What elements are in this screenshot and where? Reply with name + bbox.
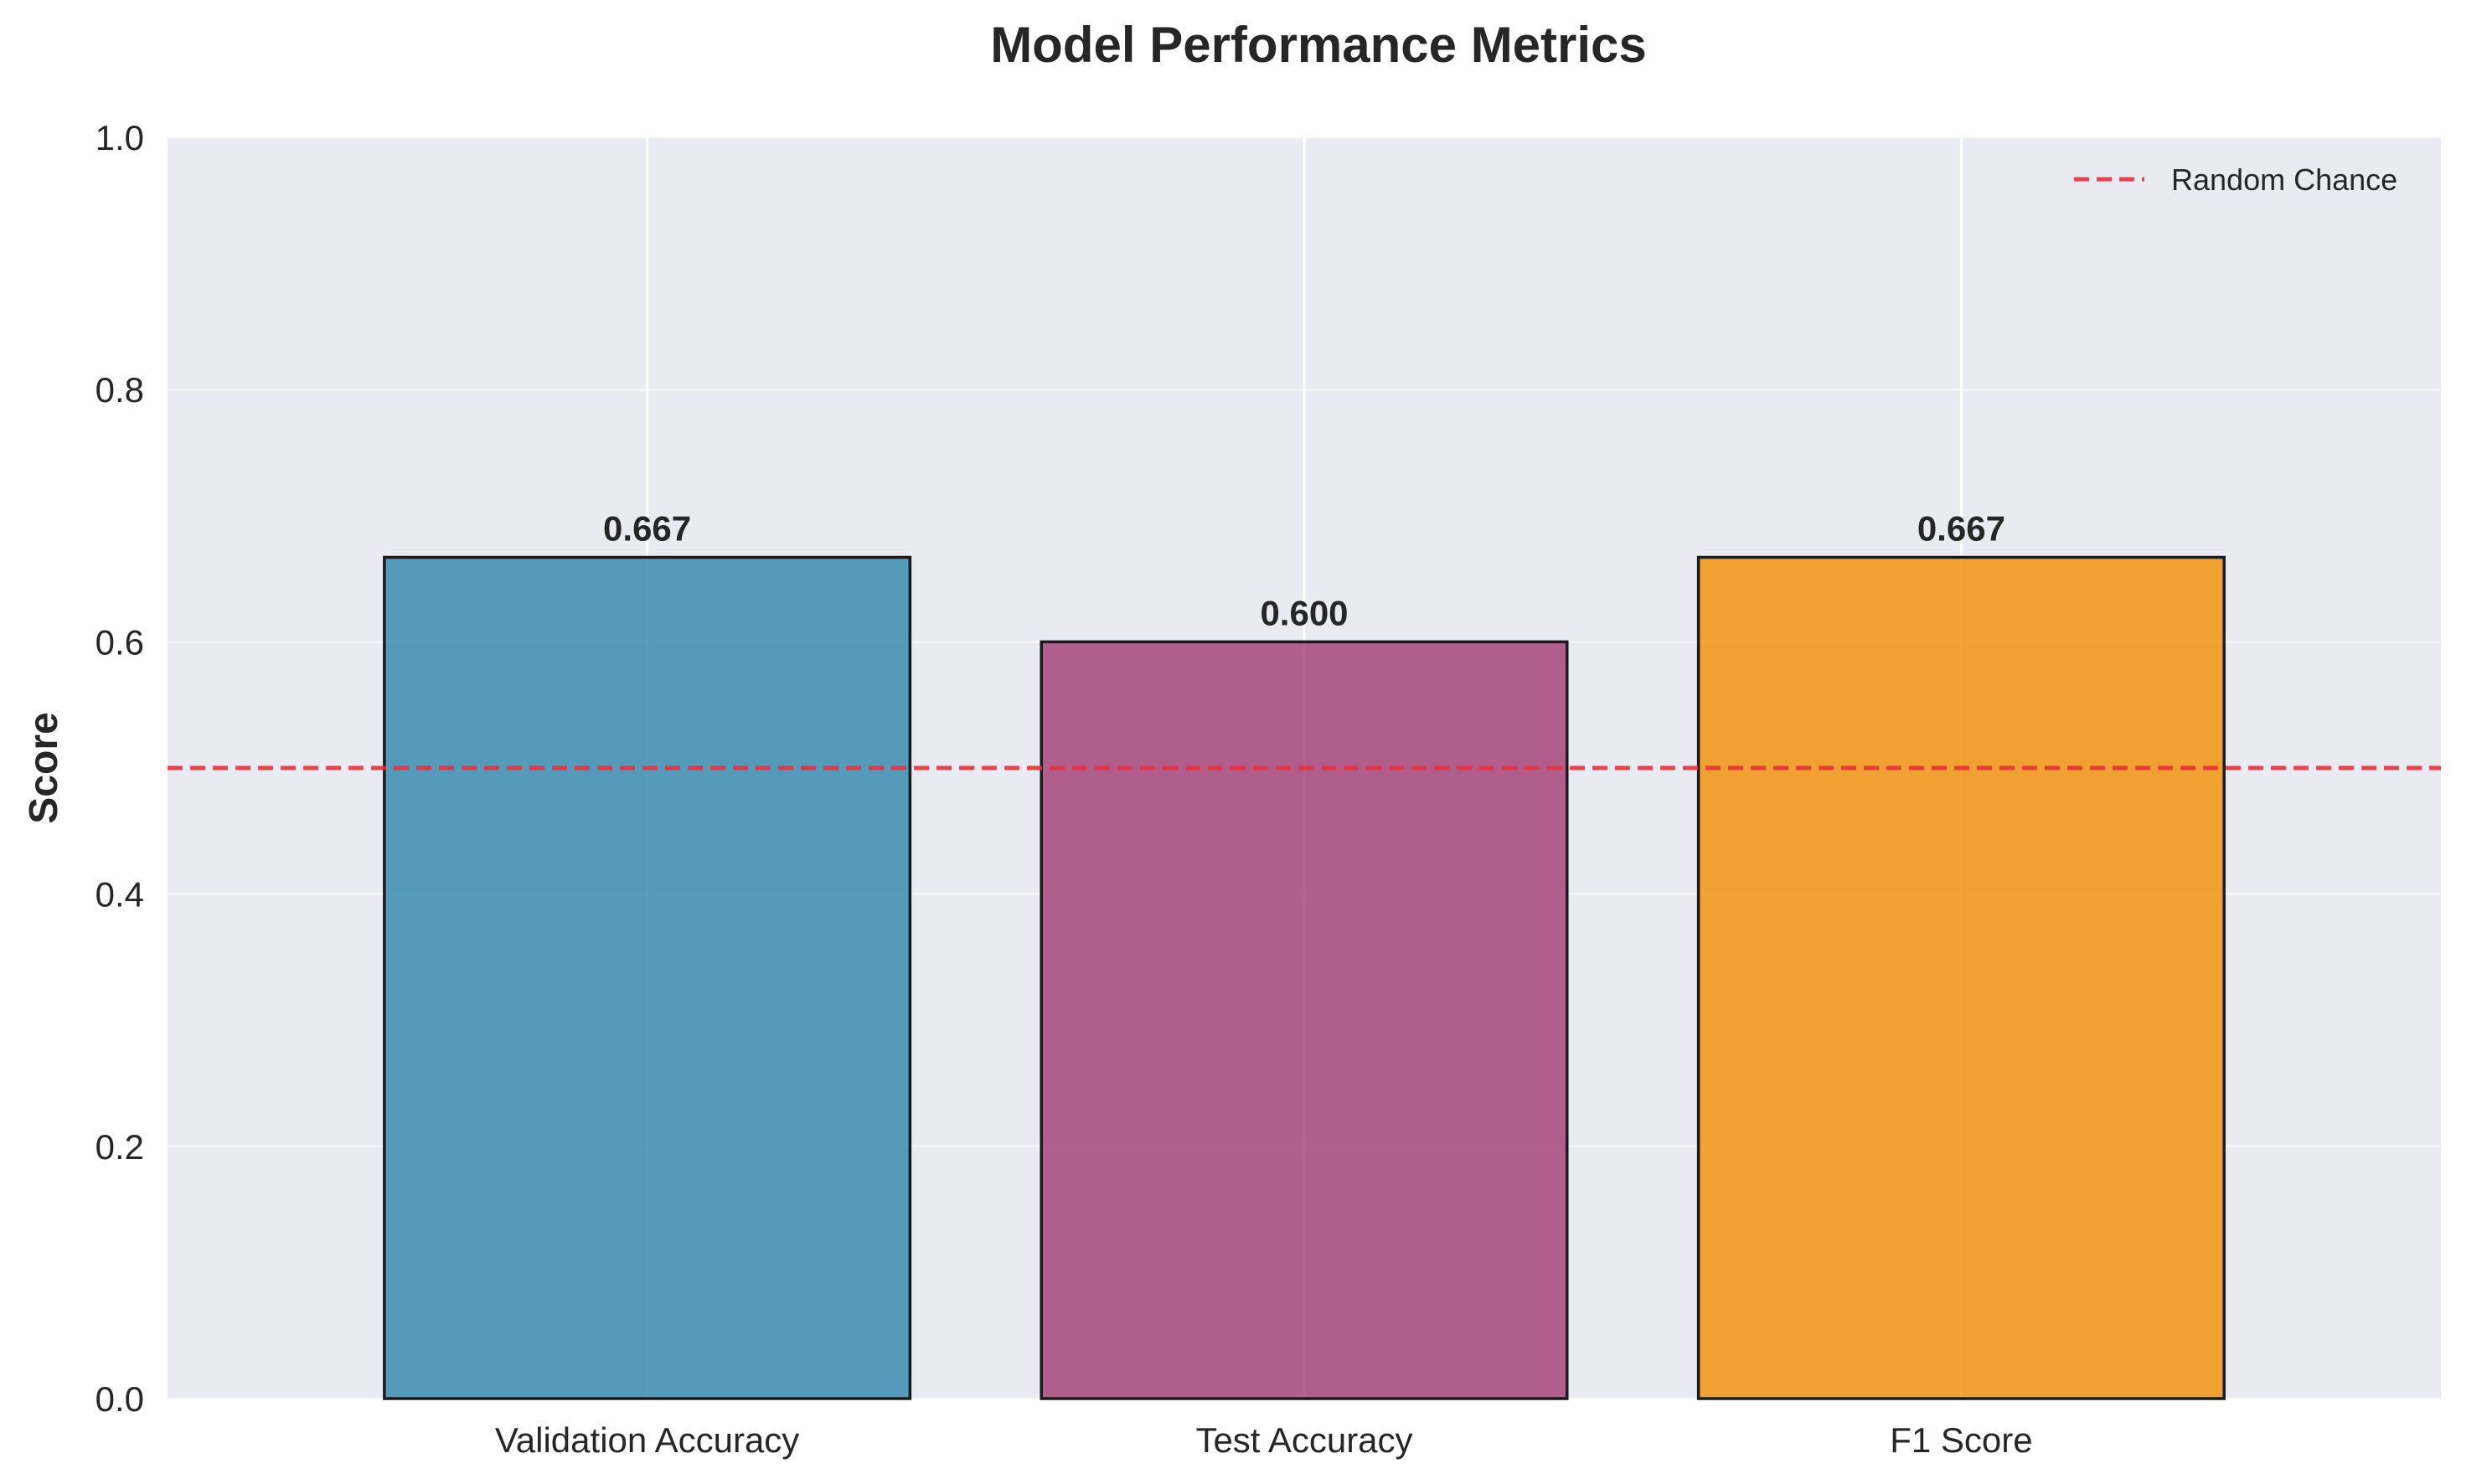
y-tick-label-4: 0.8	[95, 370, 144, 410]
x-axis-ticks: Validation Accuracy Test Accuracy F1 Score	[495, 1420, 2033, 1460]
value-label-2: 0.667	[1917, 508, 2005, 548]
value-label-0: 0.667	[603, 508, 691, 548]
y-axis-ticks: 0.0 0.2 0.4 0.6 0.8 1.0	[95, 118, 144, 1419]
x-tick-label-2: F1 Score	[1890, 1420, 2032, 1460]
legend: Random Chance	[2074, 162, 2397, 197]
y-tick-label-2: 0.4	[95, 875, 144, 915]
x-tick-label-0: Validation Accuracy	[495, 1420, 799, 1460]
bar-2	[1696, 555, 2226, 1400]
chart-title: Model Performance Metrics	[990, 17, 1647, 73]
bar-0	[383, 555, 912, 1400]
x-tick-label-1: Test Accuracy	[1195, 1420, 1412, 1460]
bar-1	[1040, 640, 1569, 1400]
y-tick-label-3: 0.6	[95, 622, 144, 662]
value-label-1: 0.600	[1260, 593, 1348, 632]
y-tick-label-0: 0.0	[95, 1379, 144, 1419]
legend-label-random-chance: Random Chance	[2171, 162, 2397, 197]
y-axis-label: Score	[22, 712, 66, 823]
bars	[383, 555, 2226, 1400]
value-labels: 0.667 0.600 0.667	[603, 508, 2005, 632]
y-tick-label-1: 0.2	[95, 1127, 144, 1167]
y-tick-label-5: 1.0	[95, 118, 144, 157]
